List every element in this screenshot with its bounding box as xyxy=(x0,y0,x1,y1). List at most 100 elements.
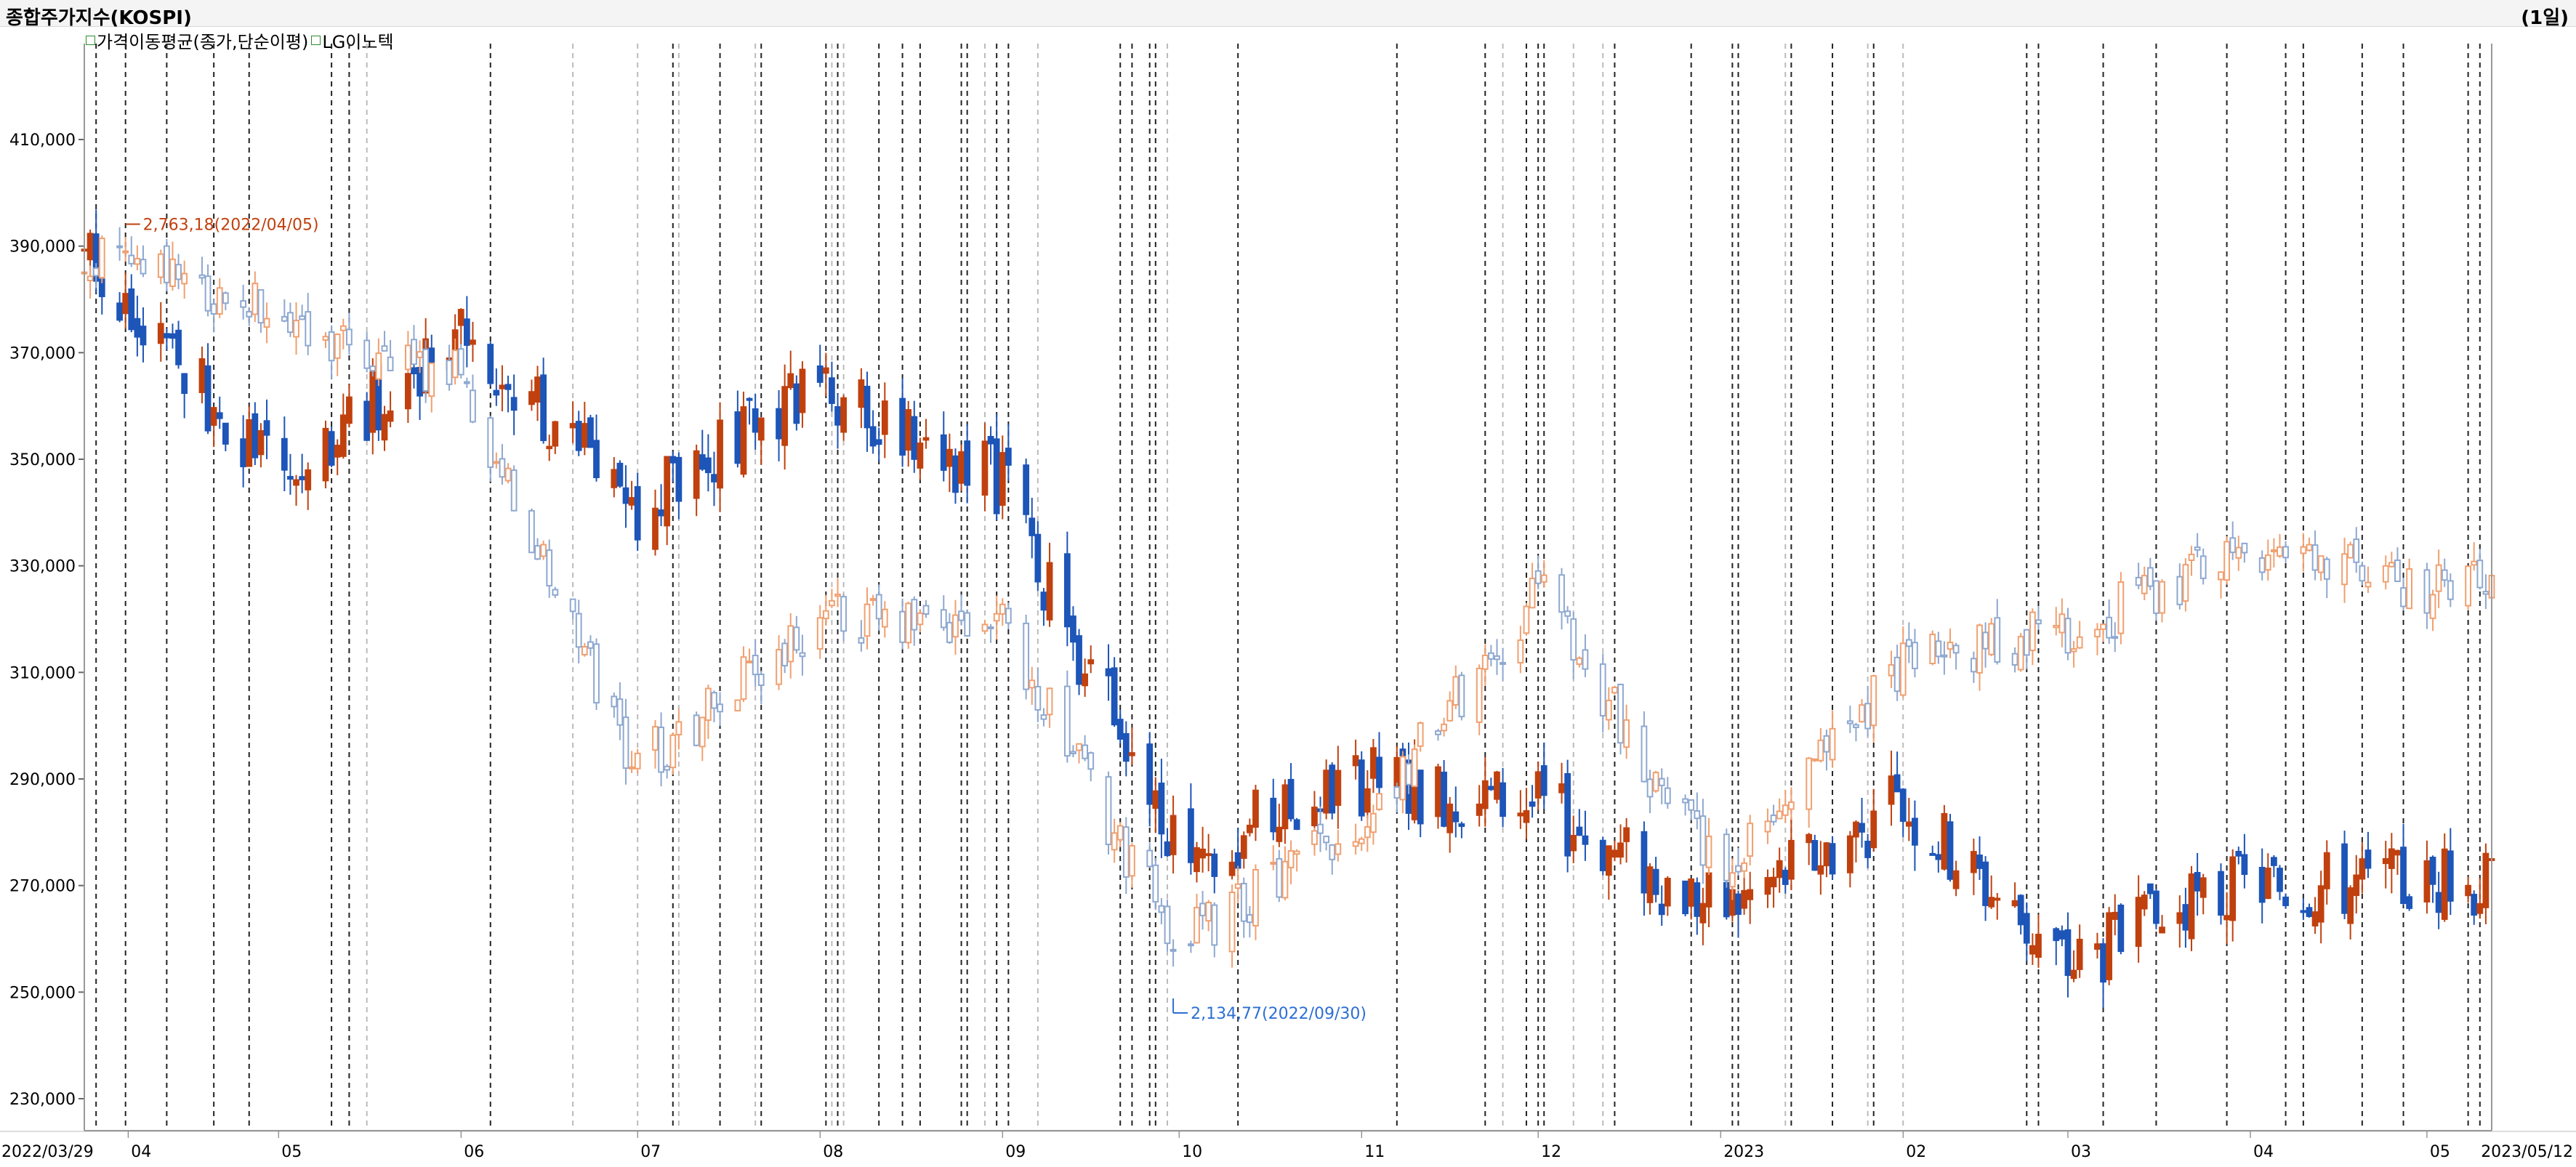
lg-innotek-candle xyxy=(540,374,547,441)
x-tick-label: 10 xyxy=(1182,1143,1202,1161)
legend-item-ma[interactable]: 가격이동평균(종가,단순이평) xyxy=(86,28,308,53)
lg-innotek-candle xyxy=(2258,866,2266,903)
kospi-candle xyxy=(2241,542,2248,554)
lg-innotek-candle xyxy=(987,435,994,445)
kospi-candle xyxy=(2176,576,2183,605)
lg-innotek-candle xyxy=(1358,759,1365,817)
kospi-candle xyxy=(1782,804,1789,816)
kospi-candle xyxy=(2429,594,2436,619)
kospi-candle xyxy=(2277,546,2283,557)
kospi-candle xyxy=(246,310,253,318)
kospi-candle xyxy=(1971,658,1977,673)
lg-innotek-candle xyxy=(658,509,664,517)
kospi-candle xyxy=(375,352,382,380)
kospi-candle xyxy=(1040,714,1047,720)
kospi-candle xyxy=(699,716,706,748)
lg-innotek-candle xyxy=(2017,895,2024,926)
lg-innotek-candle xyxy=(2476,902,2484,914)
lg-innotek-candle xyxy=(1853,821,1859,838)
lg-innotek-candle xyxy=(1564,772,1571,857)
lg-innotek-candle xyxy=(281,437,288,471)
lg-innotek-candle xyxy=(1276,826,1283,842)
lg-innotek-candle xyxy=(1899,788,1907,822)
checkbox-icon[interactable] xyxy=(86,36,95,45)
lg-innotek-candle xyxy=(1599,839,1606,871)
left-tick-label: 370,000 xyxy=(9,344,76,363)
lg-innotek-candle xyxy=(2353,874,2360,897)
kospi-candle xyxy=(175,264,182,280)
lg-innotek-candle xyxy=(1246,824,1253,833)
lg-innotek-candle xyxy=(2388,848,2395,869)
kospi-candle xyxy=(1111,832,1118,851)
kospi-candle xyxy=(1293,850,1300,855)
lg-innotek-candle xyxy=(1905,821,1912,827)
lg-innotek-candle xyxy=(2035,934,2042,958)
checkbox-icon[interactable] xyxy=(311,36,321,45)
kospi-candle xyxy=(2223,541,2230,581)
lg-innotek-candle xyxy=(2341,843,2348,914)
kospi-candle xyxy=(2441,569,2448,581)
kospi-candle xyxy=(1929,633,1936,665)
kospi-candle xyxy=(1152,864,1159,903)
kospi-candle xyxy=(1393,786,1401,799)
kospi-candle xyxy=(1747,823,1754,857)
lg-innotek-candle xyxy=(2429,857,2436,885)
kospi-candle xyxy=(1481,654,1489,670)
lg-innotek-candle xyxy=(1240,835,1247,859)
left-axis: 410,000 390,000 370,000 350,000 330,000 310,0… xyxy=(9,132,84,1109)
kospi-candle xyxy=(122,250,129,254)
kospi-candle xyxy=(1329,844,1336,860)
kospi-candle xyxy=(652,726,659,751)
lg-innotek-candle xyxy=(1046,562,1053,621)
lg-innotek-candle xyxy=(2117,904,2125,953)
lg-innotek-candle xyxy=(881,400,888,435)
kospi-candle xyxy=(2364,581,2372,588)
lg-innotek-candle xyxy=(787,373,794,389)
lg-innotek-candle xyxy=(1111,667,1118,726)
kospi-candle xyxy=(1170,948,1177,952)
kospi-candle xyxy=(787,625,794,663)
kospi-candle xyxy=(2141,575,2148,594)
legend-item-stock[interactable]: LG이노텍 xyxy=(311,28,394,53)
lg-innotek-candle xyxy=(1040,591,1047,611)
lg-innotek-candle xyxy=(1776,860,1783,879)
kospi-candle xyxy=(240,300,247,308)
lg-innotek-candle xyxy=(339,414,347,457)
lg-innotek-candle xyxy=(528,391,535,405)
kospi-candle xyxy=(504,467,512,482)
kospi-candle xyxy=(1523,605,1530,634)
kospi-candle xyxy=(1641,725,1648,783)
kospi-candle xyxy=(1105,776,1112,846)
kospi-candle xyxy=(1576,657,1583,665)
kospi-candle xyxy=(2482,591,2490,595)
lg-innotek-candle xyxy=(2106,912,2113,980)
lg-innotek-candle xyxy=(1281,784,1289,830)
lg-innotek-candle xyxy=(387,410,394,422)
kospi-candle xyxy=(693,714,700,746)
kospi-candle xyxy=(2064,618,2072,654)
lg-innotek-candle xyxy=(2277,868,2283,892)
legend-label-ma: 가격이동평균(종가,단순이평) xyxy=(97,32,309,52)
period-label[interactable]: (1일) xyxy=(2521,7,2569,29)
kospi-candle xyxy=(1570,618,1577,661)
kospi-candle xyxy=(2153,580,2160,614)
kospi-candle xyxy=(658,727,664,773)
kospi-candle xyxy=(2423,569,2431,614)
lg-innotek-candle xyxy=(2264,868,2271,900)
lg-innotek-candle xyxy=(1694,882,1701,917)
kospi-candle xyxy=(911,599,918,631)
lg-innotek-candle xyxy=(2194,871,2201,892)
kospi-candle xyxy=(299,315,305,320)
kospi-candle xyxy=(1240,882,1247,922)
kospi-candle xyxy=(428,362,435,397)
kospi-candle xyxy=(1376,793,1382,810)
lg-innotek-candle xyxy=(257,429,265,456)
kospi-candle xyxy=(1558,574,1565,613)
kospi-candle xyxy=(2300,546,2307,554)
lg-innotek-candle xyxy=(1823,842,1830,867)
kospi-candle xyxy=(799,652,806,658)
kospi-candle xyxy=(2341,553,2348,586)
kospi-candle xyxy=(952,614,959,638)
lg-innotek-candle xyxy=(1364,788,1371,813)
